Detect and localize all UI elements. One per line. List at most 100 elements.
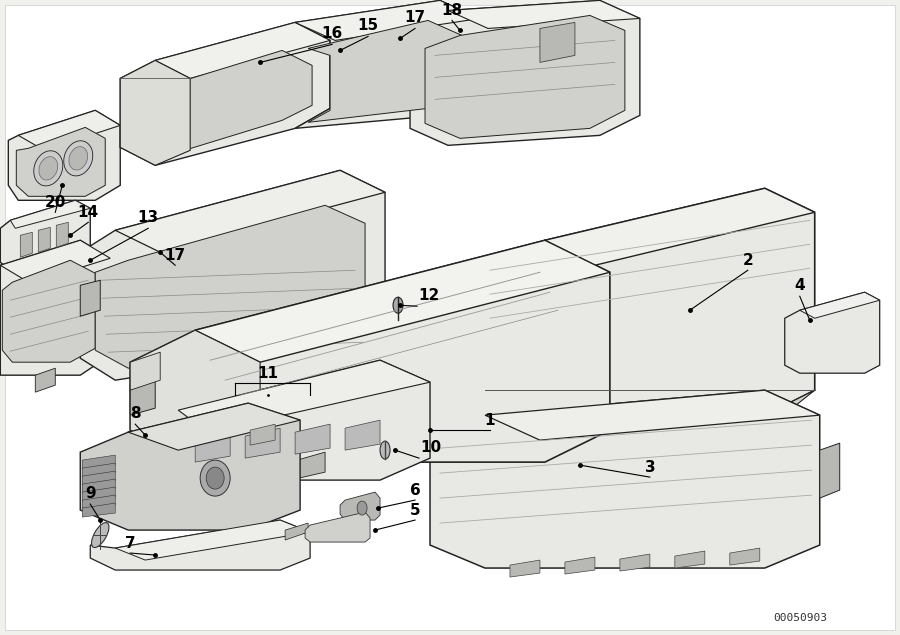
- Polygon shape: [155, 22, 330, 78]
- Polygon shape: [485, 390, 820, 440]
- Polygon shape: [675, 551, 705, 568]
- Polygon shape: [10, 200, 90, 229]
- Ellipse shape: [357, 501, 367, 515]
- Polygon shape: [5, 6, 895, 630]
- Polygon shape: [115, 170, 385, 252]
- Polygon shape: [128, 360, 430, 480]
- Polygon shape: [57, 222, 68, 247]
- Polygon shape: [540, 22, 575, 62]
- Polygon shape: [295, 1, 480, 128]
- Text: 3: 3: [644, 460, 655, 475]
- Polygon shape: [510, 560, 540, 577]
- Text: 9: 9: [85, 486, 95, 501]
- Polygon shape: [35, 368, 55, 392]
- Ellipse shape: [39, 157, 58, 180]
- Polygon shape: [80, 170, 385, 380]
- Polygon shape: [485, 390, 814, 430]
- Text: 8: 8: [130, 406, 140, 421]
- Polygon shape: [121, 60, 190, 165]
- Polygon shape: [21, 232, 32, 257]
- Polygon shape: [8, 110, 121, 200]
- Polygon shape: [820, 443, 840, 498]
- Text: 00050903: 00050903: [773, 613, 827, 623]
- Polygon shape: [82, 463, 115, 477]
- Polygon shape: [80, 280, 100, 316]
- Polygon shape: [82, 495, 115, 509]
- Ellipse shape: [206, 467, 224, 489]
- Polygon shape: [139, 50, 312, 156]
- Polygon shape: [178, 360, 430, 432]
- Polygon shape: [620, 554, 650, 571]
- Polygon shape: [308, 20, 462, 123]
- Polygon shape: [410, 1, 640, 145]
- Text: 2: 2: [742, 253, 753, 268]
- Polygon shape: [82, 503, 115, 517]
- Ellipse shape: [69, 147, 87, 170]
- Polygon shape: [800, 292, 879, 318]
- Polygon shape: [80, 403, 300, 530]
- Polygon shape: [195, 240, 610, 362]
- Text: 4: 4: [795, 278, 806, 293]
- Polygon shape: [730, 548, 760, 565]
- Text: 18: 18: [441, 3, 463, 18]
- Text: 13: 13: [138, 210, 158, 225]
- Polygon shape: [0, 200, 90, 271]
- Ellipse shape: [200, 460, 230, 496]
- Text: 11: 11: [257, 366, 279, 381]
- Text: 10: 10: [420, 440, 441, 455]
- Polygon shape: [130, 330, 260, 462]
- Polygon shape: [82, 479, 115, 493]
- Polygon shape: [430, 390, 820, 568]
- Ellipse shape: [393, 297, 403, 313]
- Polygon shape: [240, 313, 266, 337]
- Text: 6: 6: [410, 483, 420, 498]
- Polygon shape: [345, 420, 380, 450]
- Polygon shape: [0, 240, 110, 283]
- Polygon shape: [82, 471, 115, 485]
- Text: 20: 20: [45, 196, 66, 210]
- Polygon shape: [245, 428, 280, 458]
- Polygon shape: [785, 292, 879, 373]
- Text: 5: 5: [410, 503, 420, 518]
- Text: 17: 17: [165, 248, 185, 264]
- Polygon shape: [121, 22, 330, 165]
- Polygon shape: [295, 1, 480, 41]
- Text: 12: 12: [418, 288, 439, 304]
- Polygon shape: [90, 520, 310, 570]
- Polygon shape: [425, 15, 625, 138]
- Polygon shape: [130, 240, 610, 462]
- Polygon shape: [485, 189, 814, 415]
- Polygon shape: [448, 1, 640, 29]
- Polygon shape: [285, 523, 308, 540]
- Polygon shape: [565, 557, 595, 574]
- Polygon shape: [95, 205, 365, 368]
- Polygon shape: [290, 452, 325, 480]
- Ellipse shape: [92, 523, 109, 547]
- Polygon shape: [295, 424, 330, 454]
- Text: 14: 14: [77, 205, 99, 220]
- Text: 16: 16: [321, 27, 343, 41]
- Text: 17: 17: [404, 10, 426, 25]
- Polygon shape: [39, 227, 50, 252]
- Polygon shape: [544, 189, 814, 265]
- Polygon shape: [16, 128, 105, 196]
- Polygon shape: [0, 240, 110, 375]
- Text: 7: 7: [125, 536, 136, 551]
- Polygon shape: [82, 487, 115, 501]
- Ellipse shape: [380, 441, 390, 459]
- Text: 1: 1: [485, 413, 495, 428]
- Polygon shape: [130, 352, 160, 390]
- Polygon shape: [82, 455, 115, 469]
- Polygon shape: [305, 512, 370, 542]
- Polygon shape: [340, 492, 380, 520]
- Ellipse shape: [64, 141, 93, 176]
- Polygon shape: [115, 520, 310, 560]
- Polygon shape: [130, 378, 155, 415]
- Polygon shape: [195, 432, 230, 462]
- Polygon shape: [250, 424, 275, 445]
- Polygon shape: [128, 403, 300, 450]
- Polygon shape: [3, 260, 95, 362]
- Ellipse shape: [34, 150, 63, 186]
- Text: 15: 15: [357, 18, 379, 34]
- Polygon shape: [18, 110, 121, 150]
